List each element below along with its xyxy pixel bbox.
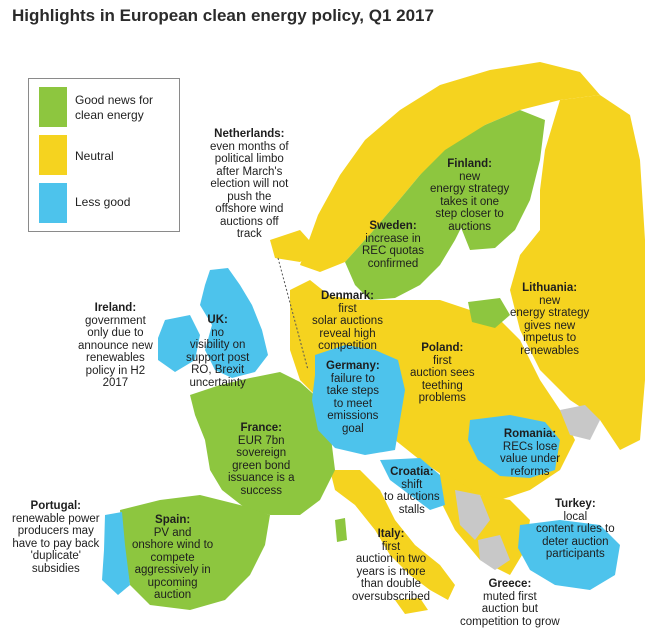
annotation-text: new energy strategy gives new impetus to…: [510, 294, 590, 357]
annotation-heading: Portugal:: [30, 500, 82, 512]
annotation-heading: Italy:: [377, 528, 405, 540]
annotation-text: increase in REC quotas confirmed: [362, 232, 425, 270]
other-regions: [455, 405, 600, 570]
annotation-heading: Netherlands:: [214, 128, 285, 140]
annotation-text: renewable power producers may have to pa…: [12, 512, 100, 575]
annotation-text: PV and onshore wind to compete aggressiv…: [132, 526, 214, 602]
annotation-text: RECs lose value under reforms: [500, 440, 561, 478]
annotation-heading: Denmark:: [320, 290, 375, 302]
annotation-portugal: Portugal: renewable power producers may h…: [12, 500, 100, 575]
annotation-ireland: Ireland: government only due to announce …: [78, 302, 153, 390]
iceland-like-region: [270, 230, 318, 262]
annotation-heading: Sweden:: [369, 220, 417, 232]
annotation-italy: Italy: first auction in two years is more…: [352, 528, 430, 603]
russia-east-region: [510, 95, 645, 450]
annotation-text: EUR 7bn sovereign green bond issuance is…: [228, 434, 295, 497]
legend-label-less: Less good: [75, 195, 131, 209]
annotation-text: new energy strategy takes it one step cl…: [430, 170, 510, 233]
portugal-region: [102, 512, 130, 595]
annotation-uk: UK: no visibility on support post RO, Bre…: [186, 314, 249, 389]
annotation-heading: Ireland:: [94, 302, 137, 314]
grey-area-east: [560, 405, 600, 440]
good-regions: [120, 110, 545, 610]
annotation-heading: Germany:: [326, 360, 380, 372]
annotation-text: first solar auctions reveal high competi…: [312, 302, 383, 353]
annotation-france: France: EUR 7bn sovereign green bond issu…: [228, 422, 294, 497]
annotation-heading: Croatia:: [390, 466, 434, 478]
corsica-region: [335, 518, 347, 542]
annotation-text: no visibility on support post RO, Brexit…: [186, 326, 250, 389]
annotation-spain: Spain: PV and onshore wind to compete agg…: [132, 514, 213, 602]
annotation-turkey: Turkey: local content rules to deter auct…: [536, 498, 615, 561]
italy-region: [330, 470, 455, 600]
annotation-greece: Greece: muted first auction but competiti…: [460, 578, 560, 628]
sweden-region: [345, 148, 478, 300]
annotation-heading: Spain:: [155, 514, 191, 526]
annotation-finland: Finland: new energy strategy takes it one…: [430, 158, 509, 233]
annotation-heading: Greece:: [488, 578, 532, 590]
germany-region: [312, 345, 405, 455]
lithuania-region: [468, 298, 510, 328]
grey-area-south: [478, 535, 510, 570]
annotation-lithuania: Lithuania: new energy strategy gives new …: [510, 282, 589, 357]
annotation-sweden: Sweden: increase in REC quotas confirmed: [362, 220, 424, 270]
legend-swatch-neutral: [39, 135, 67, 175]
annotation-text: shift to auctions stalls: [384, 478, 440, 516]
annotation-text: first auction sees teething problems: [410, 354, 475, 405]
croatia-region: [380, 458, 445, 510]
map-legend: Good news for clean energy Neutral Less …: [28, 78, 180, 232]
annotation-heading: Finland:: [447, 158, 492, 170]
annotation-heading: Poland:: [421, 342, 464, 354]
annotation-heading: Turkey:: [554, 498, 596, 510]
annotation-text: even months of political limbo after Mar…: [210, 140, 289, 241]
annotation-heading: Romania:: [503, 428, 557, 440]
annotation-heading: UK:: [207, 314, 228, 326]
turkey-region: [518, 520, 620, 590]
annotation-text: muted first auction but competition to g…: [460, 590, 560, 628]
annotation-text: local content rules to deter auction par…: [536, 510, 615, 561]
romania-region: [468, 415, 560, 478]
annotation-germany: Germany: failure to take steps to meet em…: [326, 360, 380, 435]
annotation-text: government only due to announce new rene…: [78, 314, 153, 390]
ireland-region: [158, 315, 200, 372]
netherlands-leader-line: [277, 257, 309, 371]
legend-swatch-less: [39, 183, 67, 223]
finland-region: [445, 110, 545, 250]
france-region: [190, 372, 335, 515]
legend-label-neutral: Neutral: [75, 149, 114, 163]
annotation-text: failure to take steps to meet emissions …: [326, 372, 380, 435]
annotation-text: first auction in two years is more than …: [352, 540, 430, 603]
grey-area-balkan: [455, 490, 490, 540]
annotation-heading: France:: [240, 422, 283, 434]
spain-region: [120, 495, 270, 610]
annotation-denmark: Denmark: first solar auctions reveal high…: [312, 290, 383, 353]
annotation-netherlands: Netherlands: even months of political lim…: [210, 128, 289, 241]
legend-label-good: Good news for clean energy: [75, 93, 154, 122]
norway-region: [300, 62, 600, 272]
legend-swatch-good: [39, 87, 67, 127]
less-good-regions: [102, 268, 620, 595]
sicily-region: [395, 598, 428, 614]
annotation-heading: Lithuania:: [522, 282, 578, 294]
annotation-croatia: Croatia: shift to auctions stalls: [384, 466, 440, 516]
annotation-romania: Romania: RECs lose value under reforms: [500, 428, 560, 478]
page-title: Highlights in European clean energy poli…: [12, 6, 434, 25]
annotation-poland: Poland: first auction sees teething probl…: [410, 342, 475, 405]
uk-region: [200, 268, 268, 378]
